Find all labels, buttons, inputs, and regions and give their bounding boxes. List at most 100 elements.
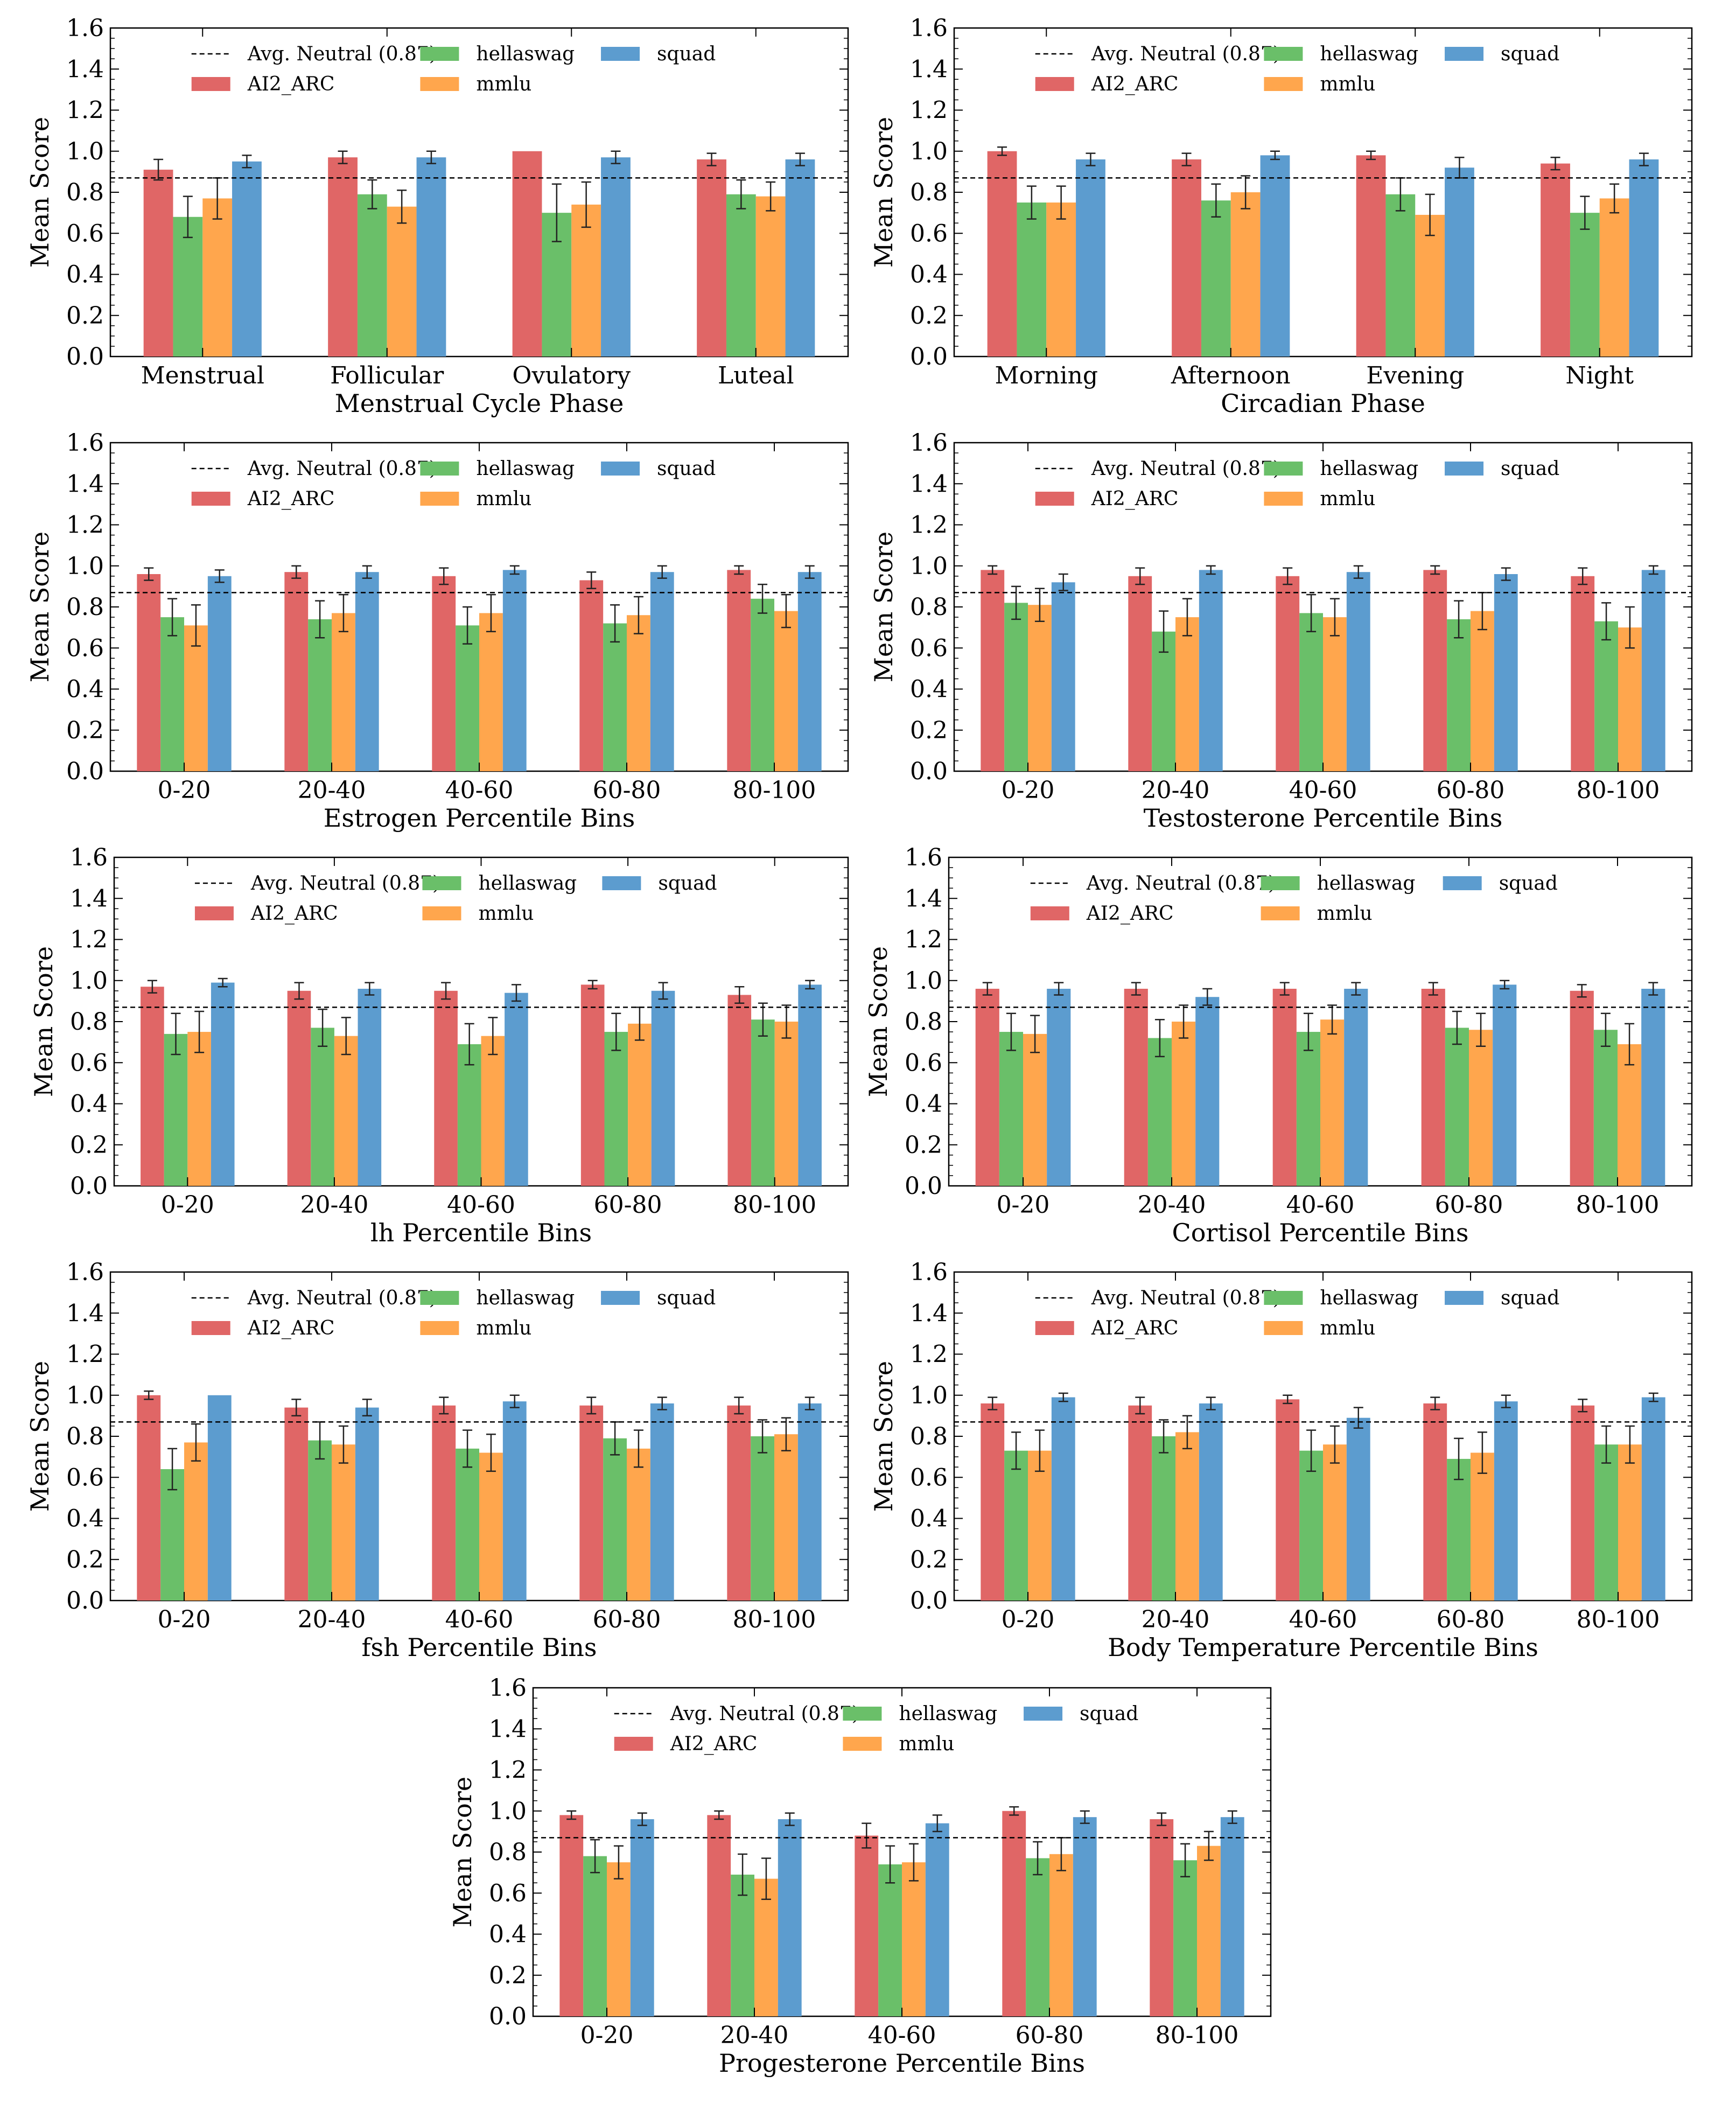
y-tick-label: 0.2 — [70, 1131, 108, 1159]
x-axis-label: fsh Percentile Bins — [361, 1633, 597, 1662]
y-tick-label: 0.8 — [910, 179, 948, 206]
bar-hellaswag — [357, 194, 387, 357]
bar-mmlu — [479, 1452, 503, 1601]
x-tick-label: Menstrual — [141, 362, 264, 389]
bar-hellaswag — [1152, 631, 1175, 771]
bar-mmlu — [774, 1434, 798, 1601]
y-tick-label: 0.6 — [66, 1464, 104, 1491]
bar-squad — [1494, 1401, 1518, 1601]
y-tick-label: 0.0 — [910, 758, 948, 785]
x-tick-label: Ovulatory — [512, 362, 631, 389]
y-tick-label: 0.0 — [489, 2003, 527, 2030]
legend-label-ai2-arc: AI2_ARC — [1086, 903, 1174, 925]
bar-ai2-arc — [697, 159, 726, 357]
x-axis-label: Progesterone Percentile Bins — [719, 2049, 1085, 2078]
x-tick-label: 40-60 — [1286, 1191, 1355, 1219]
bar-ai2-arc — [559, 1815, 584, 2016]
y-axis-label: Mean Score — [29, 946, 58, 1097]
bar-mmlu — [332, 613, 355, 771]
chart-panel: 0.0 0.2 0.4 0.6 0.8 1.0 1.2 1.4 1.6 Mean Score 0-2… — [25, 429, 849, 833]
legend-label-hellaswag: hellaswag — [476, 458, 575, 480]
bar-ai2-arc — [328, 157, 358, 357]
x-axis-label: Testosterone Percentile Bins — [1144, 804, 1503, 833]
bar-mmlu — [1023, 1033, 1047, 1186]
y-tick-label: 0.4 — [910, 676, 948, 703]
y-tick-label: 0.6 — [910, 634, 948, 662]
y-tick-label: 0.0 — [66, 1587, 104, 1615]
legend-swatch-ai2-arc — [1035, 1321, 1074, 1335]
bar-mmlu — [334, 1036, 358, 1186]
y-tick-label: 0.2 — [66, 1546, 104, 1574]
legend-swatch-ai2-arc — [194, 906, 234, 920]
legend-swatch-squad — [1445, 47, 1484, 61]
legend-label-ai2-arc: AI2_ARC — [1091, 1317, 1179, 1339]
legend-swatch-mmlu — [843, 1737, 882, 1751]
y-tick-label: 1.6 — [910, 1259, 948, 1286]
bar-mmlu — [1230, 192, 1261, 357]
y-tick-label: 0.6 — [910, 1464, 948, 1491]
y-tick-label: 0.2 — [489, 1962, 527, 1989]
bar-squad — [1494, 574, 1518, 771]
bar-hellaswag — [1017, 202, 1047, 357]
bar-squad — [232, 161, 262, 357]
legend-swatch-ai2-arc — [1035, 77, 1074, 91]
legend-label-mmlu: mmlu — [1317, 903, 1373, 925]
legend-label-mmlu: mmlu — [478, 903, 534, 925]
bar-squad — [798, 984, 822, 1186]
bar-squad — [1641, 570, 1665, 771]
legend-label-hellaswag: hellaswag — [1317, 872, 1416, 895]
legend-swatch-ai2-arc — [191, 492, 230, 506]
y-tick-label: 0.8 — [905, 1008, 942, 1036]
bar-hellaswag — [457, 1044, 481, 1186]
y-tick-label: 0.0 — [905, 1172, 942, 1200]
legend-swatch-mmlu — [1264, 77, 1303, 91]
y-tick-label: 0.2 — [910, 717, 948, 744]
x-tick-label: 0-20 — [1002, 777, 1055, 804]
legend-swatch-mmlu — [420, 77, 459, 91]
bar-hellaswag — [603, 1438, 627, 1601]
y-axis-label: Mean Score — [25, 532, 54, 682]
y-tick-label: 1.6 — [910, 15, 948, 42]
bar-ai2-arc — [987, 151, 1017, 357]
legend-swatch-hellaswag — [422, 876, 461, 890]
bar-hellaswag — [456, 1448, 479, 1601]
bar-hellaswag — [1201, 200, 1231, 357]
y-tick-label: 0.8 — [66, 179, 104, 206]
bar-ai2-arc — [137, 574, 161, 771]
y-tick-label: 1.4 — [910, 470, 948, 498]
legend-neutral-label: Avg. Neutral (0.87) — [247, 43, 437, 65]
bar-squad — [1047, 989, 1071, 1186]
bar-ai2-arc — [975, 989, 999, 1186]
bar-ai2-arc — [1421, 989, 1445, 1186]
bar-hellaswag — [173, 216, 203, 357]
y-axis-label: Mean Score — [869, 117, 898, 268]
bar-ai2-arc — [1541, 163, 1570, 357]
bar-squad — [355, 572, 379, 771]
chart-panel: 0.0 0.2 0.4 0.6 0.8 1.0 1.2 1.4 1.6 Mean Score 0-2… — [864, 844, 1693, 1247]
bar-hellaswag — [1570, 213, 1600, 357]
bar-squad — [651, 990, 675, 1186]
bar-hellaswag — [308, 1440, 332, 1601]
bar-mmlu — [1415, 214, 1445, 357]
chart-panel: 0.0 0.2 0.4 0.6 0.8 1.0 1.2 1.4 1.6 Mean Score 0-2… — [869, 1259, 1693, 1662]
bar-squad — [211, 982, 235, 1186]
legend-swatch-hellaswag — [1264, 462, 1303, 476]
y-tick-label: 1.0 — [70, 967, 108, 995]
legend-swatch-ai2-arc — [614, 1737, 653, 1751]
bar-squad — [207, 1395, 232, 1601]
bar-ai2-arc — [981, 570, 1005, 771]
bar-squad — [1220, 1817, 1244, 2016]
bar-mmlu — [1172, 1022, 1196, 1186]
legend-neutral-label: Avg. Neutral (0.87) — [247, 1287, 437, 1309]
x-tick-label: 20-40 — [1142, 1606, 1210, 1633]
legend-label-hellaswag: hellaswag — [1320, 43, 1418, 65]
bar-mmlu — [332, 1444, 355, 1601]
legend-swatch-mmlu — [420, 492, 459, 506]
x-tick-label: 40-60 — [445, 777, 514, 804]
bar-hellaswag — [726, 194, 756, 357]
bar-hellaswag — [878, 1864, 902, 2016]
bar-ai2-arc — [727, 570, 751, 771]
bar-mmlu — [184, 1442, 208, 1601]
legend-swatch-hellaswag — [1264, 47, 1303, 61]
